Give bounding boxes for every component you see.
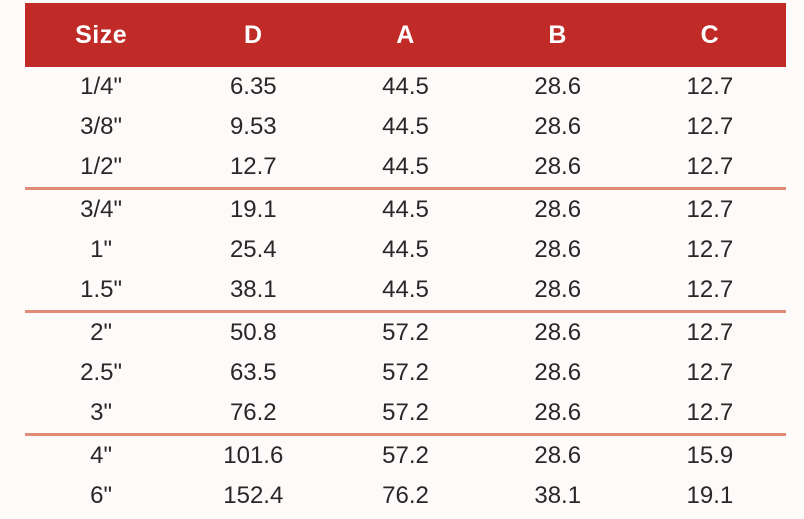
cell-a: 57.2 <box>382 359 429 386</box>
table-header: Size D A B C <box>25 3 786 67</box>
cell-d: 19.1 <box>229 196 277 223</box>
cell-a: 44.5 <box>382 73 429 100</box>
cell-b: 28.6 <box>534 196 582 223</box>
cell-a: 57.2 <box>382 399 429 426</box>
cell-b: 28.6 <box>534 399 582 426</box>
table-row: 6" 152.4 76.2 38.1 19.1 <box>25 476 786 516</box>
cell-c: 12.7 <box>686 196 734 223</box>
cell-d: 50.8 <box>229 319 277 346</box>
table-row: 1/2" 12.7 44.5 28.6 12.7 <box>25 147 786 187</box>
cell-b: 28.6 <box>534 153 582 180</box>
cell-d: 9.53 <box>229 113 277 140</box>
cell-d: 25.4 <box>229 236 277 263</box>
column-header-size: Size <box>75 20 128 49</box>
table-row: 2.5" 63.5 57.2 28.6 12.7 <box>25 353 786 393</box>
cell-c: 12.7 <box>686 73 734 100</box>
cell-size: 2.5" <box>80 359 123 386</box>
table-row: 4" 101.6 57.2 28.6 15.9 <box>25 436 786 476</box>
cell-a: 76.2 <box>382 482 429 509</box>
cell-a: 44.5 <box>382 276 429 303</box>
cell-size: 6" <box>90 482 113 509</box>
cell-a: 44.5 <box>382 236 429 263</box>
cell-b: 28.6 <box>534 319 582 346</box>
cell-b: 28.6 <box>534 73 582 100</box>
cell-b: 28.6 <box>534 113 582 140</box>
cell-size: 3/4" <box>80 196 123 223</box>
column-header-b: B <box>548 20 567 49</box>
cell-d: 101.6 <box>223 442 284 469</box>
group-separator <box>25 310 786 313</box>
cell-a: 44.5 <box>382 153 429 180</box>
group-separator <box>25 187 786 190</box>
cell-d: 12.7 <box>229 153 277 180</box>
cell-a: 44.5 <box>382 113 429 140</box>
cell-d: 76.2 <box>229 399 277 426</box>
cell-d: 38.1 <box>229 276 277 303</box>
cell-b: 38.1 <box>534 482 582 509</box>
cell-a: 44.5 <box>382 196 429 223</box>
cell-c: 12.7 <box>686 113 734 140</box>
table-body: 1/4" 6.35 44.5 28.6 12.7 3/8" 9.53 44.5 28.6 12.7… <box>25 67 786 516</box>
cell-a: 57.2 <box>382 319 429 346</box>
cell-size: 1.5" <box>80 276 123 303</box>
table-row: 3/8" 9.53 44.5 28.6 12.7 <box>25 107 786 147</box>
group-separator <box>25 433 786 436</box>
cell-d: 152.4 <box>223 482 284 509</box>
cell-b: 28.6 <box>534 276 582 303</box>
cell-size: 1" <box>90 236 113 263</box>
cell-c: 12.7 <box>686 276 734 303</box>
size-spec-table: Size D A B C 1/4" 6.35 44.5 28.6 12.7 3/8" 9.5… <box>25 3 786 516</box>
cell-d: 6.35 <box>229 73 277 100</box>
table-row: 1.5" 38.1 44.5 28.6 12.7 <box>25 270 786 310</box>
table-row: 3/4" 19.1 44.5 28.6 12.7 <box>25 190 786 230</box>
table-row: 3" 76.2 57.2 28.6 12.7 <box>25 393 786 433</box>
cell-size: 1/2" <box>80 153 123 180</box>
cell-c: 12.7 <box>686 399 734 426</box>
cell-b: 28.6 <box>534 236 582 263</box>
cell-size: 1/4" <box>80 73 123 100</box>
column-header-c: C <box>700 20 720 49</box>
cell-a: 57.2 <box>382 442 429 469</box>
cell-c: 12.7 <box>686 359 734 386</box>
column-header-a: A <box>396 20 415 49</box>
table-row: 1/4" 6.35 44.5 28.6 12.7 <box>25 67 786 107</box>
cell-size: 3" <box>90 399 113 426</box>
cell-size: 2" <box>90 319 113 346</box>
table-row: 2" 50.8 57.2 28.6 12.7 <box>25 313 786 353</box>
cell-c: 15.9 <box>686 442 734 469</box>
cell-c: 12.7 <box>686 236 734 263</box>
cell-b: 28.6 <box>534 442 582 469</box>
cell-d: 63.5 <box>229 359 277 386</box>
column-header-d: D <box>244 20 263 49</box>
cell-b: 28.6 <box>534 359 582 386</box>
cell-size: 3/8" <box>80 113 123 140</box>
cell-c: 12.7 <box>686 153 734 180</box>
cell-c: 12.7 <box>686 319 734 346</box>
cell-c: 19.1 <box>686 482 734 509</box>
table-row: 1" 25.4 44.5 28.6 12.7 <box>25 230 786 270</box>
cell-size: 4" <box>90 442 113 469</box>
